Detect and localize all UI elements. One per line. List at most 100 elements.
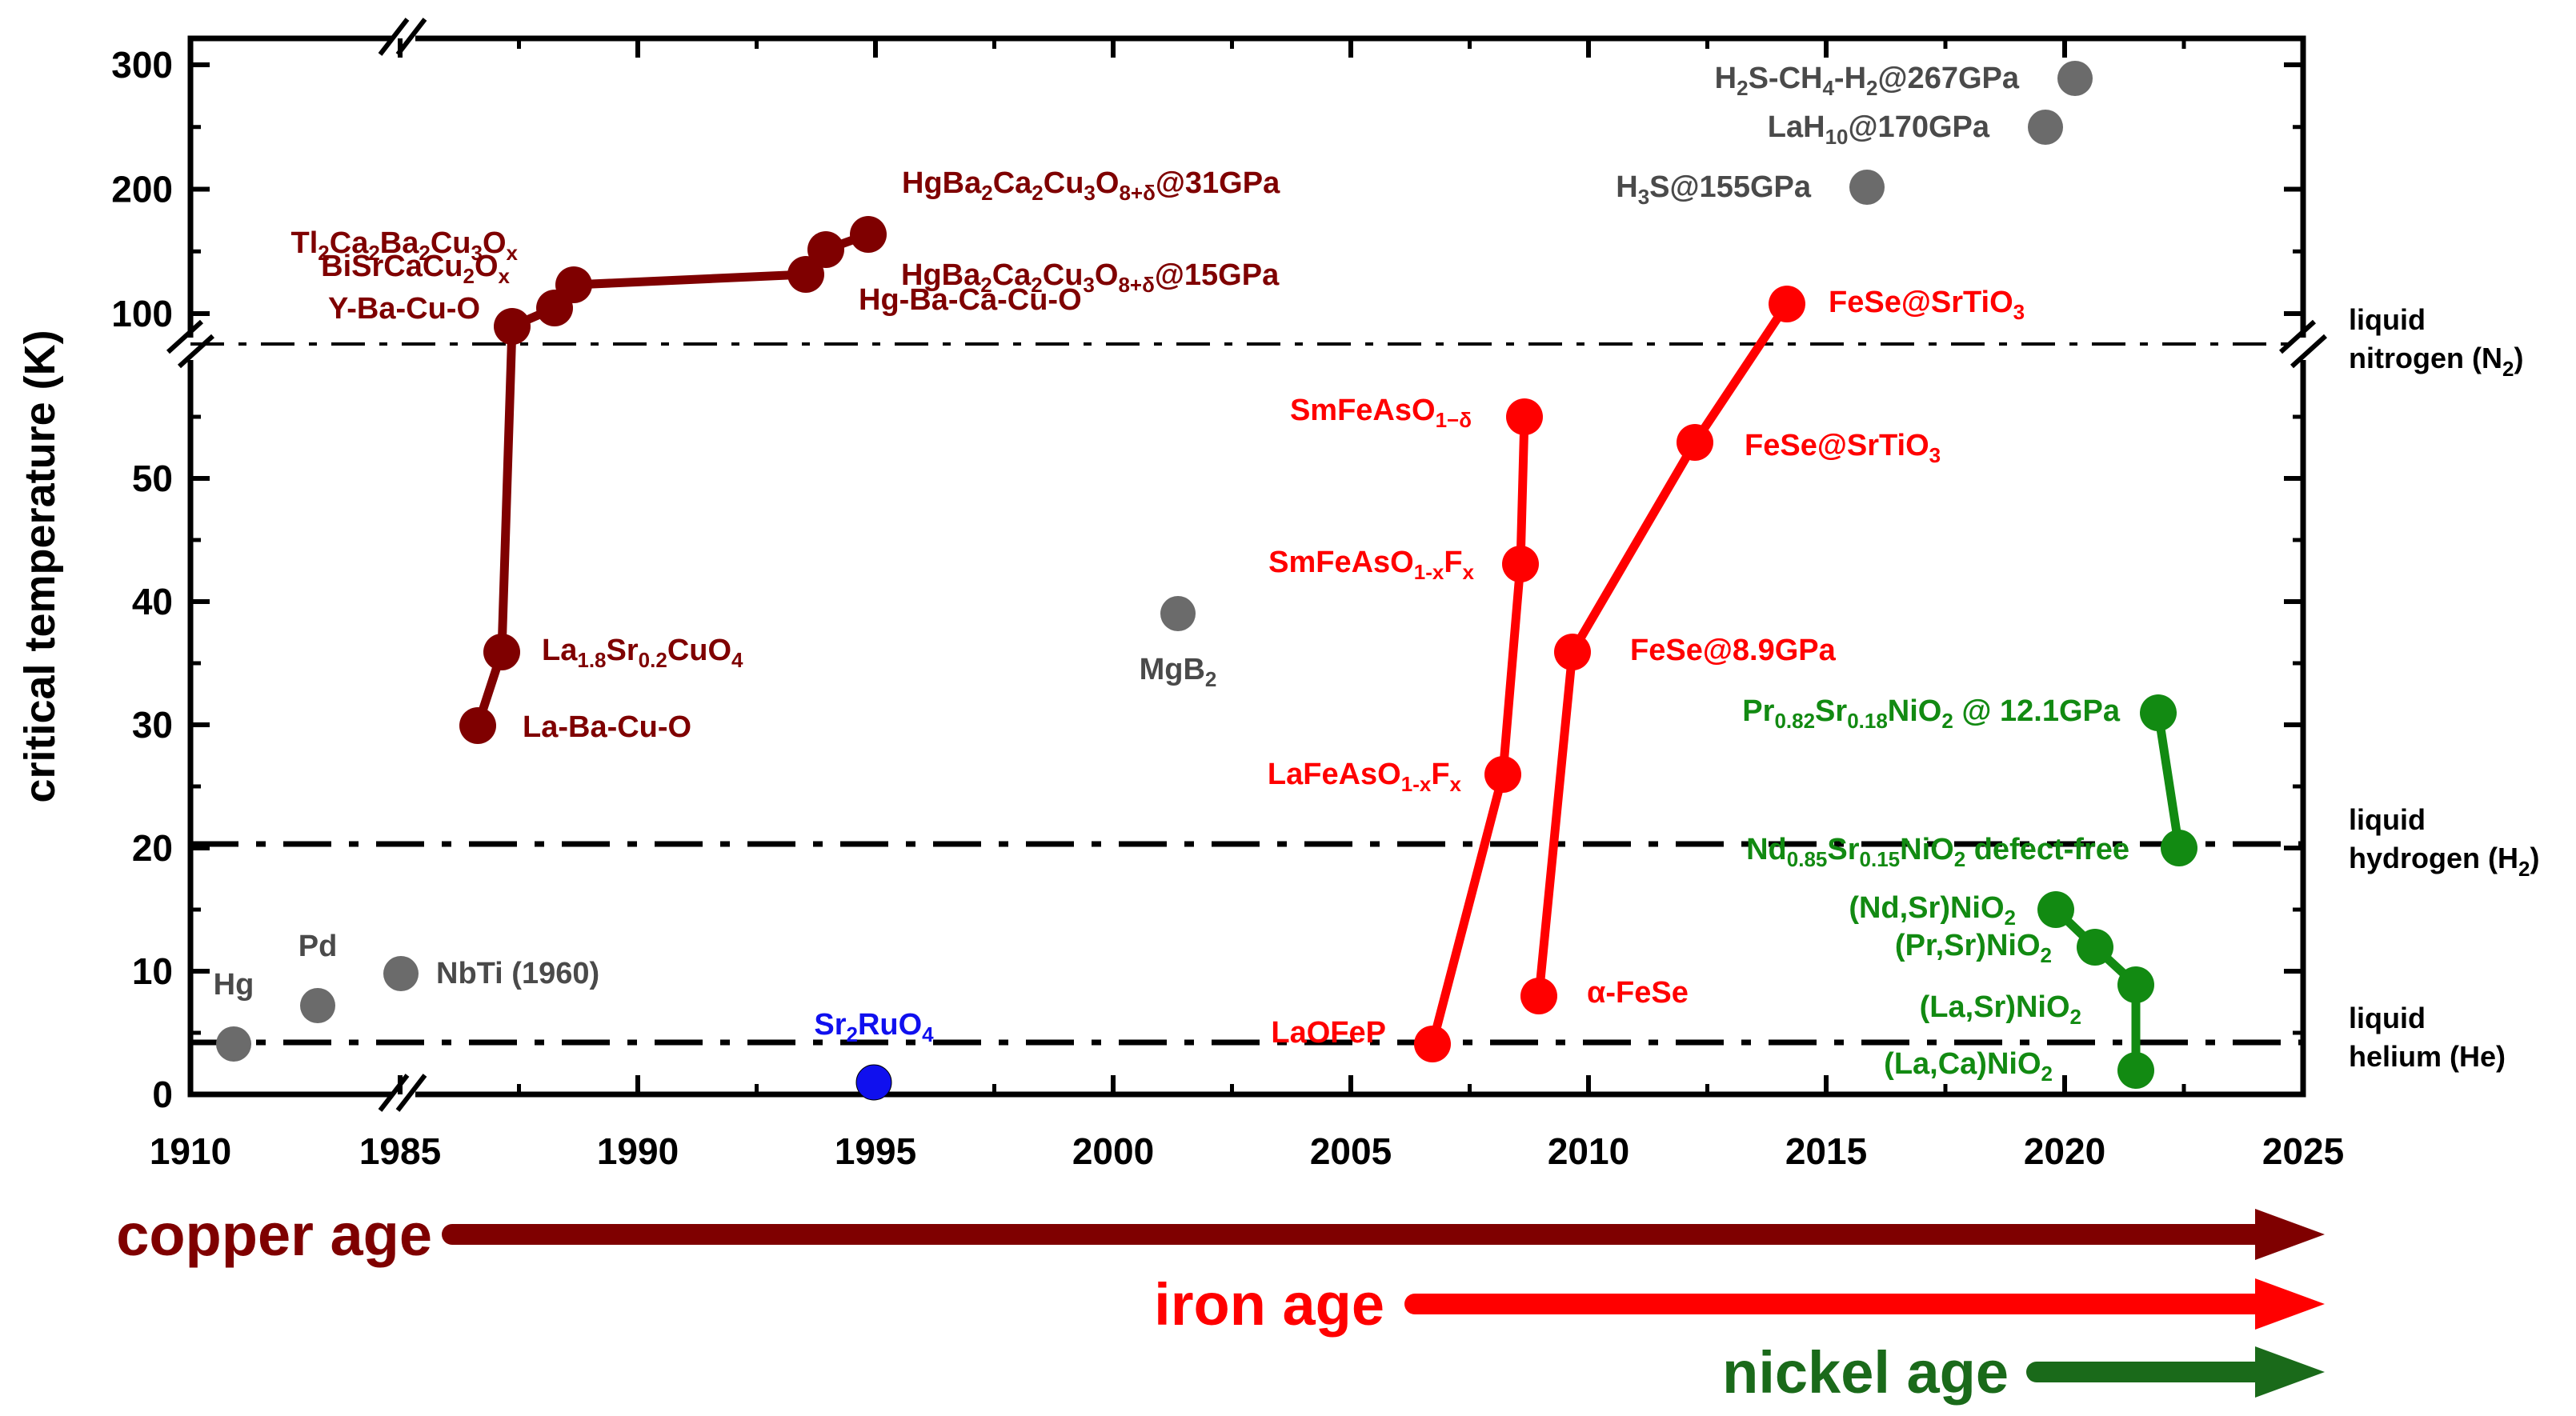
x-tick-label: 2015 [1785, 1130, 1867, 1172]
liquid-helium-label: liquid [2349, 1002, 2426, 1034]
y-tick-label: 30 [132, 704, 173, 746]
label-part: @170GPa [1849, 110, 1990, 144]
conventional-point [300, 988, 335, 1023]
label-subscript: 2 [1031, 273, 1042, 297]
label-part: H [1715, 62, 1737, 95]
y-tick-label: 40 [132, 581, 173, 622]
label-part: S-CH [1749, 62, 1823, 95]
nickelates-pressure-point [2161, 830, 2197, 866]
SmFeAsO-label: SmFeAsO1−δ [1290, 394, 1472, 432]
FeSe-point [1520, 978, 1557, 1014]
label-part: ) [2514, 342, 2523, 374]
label-part: HgBa [901, 258, 981, 292]
conventional-point [2028, 110, 2063, 145]
nickelates-pressure-line [2153, 712, 2184, 849]
label-subscript: 3 [1084, 181, 1095, 205]
label-subscript: 2 [2518, 857, 2530, 881]
label-part: O [483, 226, 507, 260]
label-part: FeSe@SrTiO [1829, 286, 2013, 319]
y-tick-label: 20 [132, 827, 173, 869]
label-part: Hg-Ba-Ca-Cu-O [859, 283, 1082, 317]
label-subscript: 0.18 [1847, 709, 1888, 733]
nickelates-infinite-layer-line [2053, 906, 2141, 1070]
cuprates-label: HgBa2Ca2Cu3O8+δ@31GPa [902, 166, 1280, 205]
y-tick-label: 200 [111, 169, 173, 210]
label-subscript: 4 [922, 1022, 934, 1046]
x-tick-label: 2000 [1072, 1130, 1154, 1172]
label-part: FeSe@SrTiO [1745, 429, 1929, 462]
conventional-label: Hg [214, 968, 254, 1002]
label-part: hydrogen (H [2349, 842, 2518, 874]
label-subscript: 2 [2041, 943, 2052, 967]
label-part: H [1616, 170, 1637, 204]
SmFeAsO-point [1502, 546, 1539, 582]
label-part: helium (He) [2349, 1040, 2506, 1073]
cuprates-label: BiSrCaCu2Ox [321, 250, 510, 288]
label-part: Y-Ba-Cu-O [328, 292, 480, 326]
conventional-label: MgB2 [1140, 653, 1217, 691]
label-part: @15GPa [1155, 258, 1280, 292]
x-tick-label: 2020 [2024, 1130, 2105, 1172]
conventional-point [1160, 596, 1196, 631]
label-subscript: x [499, 264, 511, 288]
FeSe-label: α-FeSe [1587, 976, 1689, 1010]
conventional-point [2057, 61, 2093, 96]
label-part: LaH [1768, 110, 1825, 144]
nickel-age-arrow-head [2255, 1346, 2325, 1398]
conventional-label: Pd [298, 930, 338, 963]
cuprates-label: HgBa2Ca2Cu3O8+δ@15GPa [901, 258, 1280, 297]
conventional-label: H3S@155GPa [1616, 170, 1812, 209]
label-part: O [1096, 166, 1120, 200]
y-tick-label: 300 [111, 44, 173, 86]
FeSe-point [1554, 634, 1591, 670]
nickel-age-label: nickel age [1722, 1339, 2009, 1406]
label-part: α-FeSe [1587, 976, 1689, 1010]
y-tick-label: 100 [111, 293, 173, 334]
liquid-helium-label: helium (He) [2349, 1040, 2506, 1073]
liquid-hydrogen-label: liquid [2349, 803, 2426, 836]
label-part: HgBa [902, 166, 982, 200]
x-tick-label: 1990 [597, 1130, 679, 1172]
label-subscript: 8+δ [1119, 181, 1155, 205]
label-subscript: 3 [1638, 185, 1649, 209]
label-part: Pd [298, 930, 338, 963]
nickelates-pressure-label: Pr0.82Sr0.18NiO2 @ 12.1GPa [1742, 694, 2121, 733]
iron-age-arrow-head [2255, 1278, 2325, 1330]
label-part: SmFeAsO [1290, 394, 1436, 427]
label-part: Sr [814, 1008, 846, 1042]
label-subscript: 0.82 [1774, 709, 1815, 733]
label-subscript: 1−δ [1436, 408, 1472, 432]
cuprates-label: La-Ba-Cu-O [523, 710, 691, 744]
SmFeAsO-point [1484, 756, 1521, 793]
label-part: S@155GPa [1649, 170, 1812, 204]
iron-age-label: iron age [1154, 1271, 1384, 1338]
label-part: nitrogen (N [2349, 342, 2502, 374]
label-part: LaOFeP [1271, 1016, 1386, 1050]
SmFeAsO-label: LaOFeP [1271, 1016, 1386, 1050]
axis-break-slash [177, 334, 215, 369]
x-tick-label: 2010 [1548, 1130, 1629, 1172]
label-part: RuO [858, 1008, 922, 1042]
label-part: NiO [1900, 833, 1954, 866]
label-part: @31GPa [1156, 166, 1280, 200]
x-tick-label: 2025 [2262, 1130, 2344, 1172]
nickelates-infinite-layer-label: (La,Sr)NiO2 [1920, 990, 2081, 1029]
label-subscript: 8+δ [1118, 273, 1154, 297]
label-part: NiO [1888, 694, 1942, 728]
label-subscript: 1.8 [577, 648, 606, 672]
label-part: O [1095, 258, 1119, 292]
cuprates-point [555, 266, 592, 303]
label-subscript: 2 [1032, 181, 1043, 205]
x-tick-label: 1995 [835, 1130, 916, 1172]
cuprates-point [494, 308, 531, 345]
label-subscript: 2 [1954, 847, 1965, 871]
axis-break-slash [395, 1074, 427, 1112]
label-part: Ca [330, 226, 369, 260]
ruthenate-label: Sr2RuO4 [814, 1008, 934, 1046]
conventional-label: H2S-CH4-H2@267GPa [1715, 62, 2020, 100]
label-part: Cu [1043, 258, 1084, 292]
nickelates-infinite-layer-point [2037, 891, 2074, 928]
label-subscript: 2 [1941, 709, 1953, 733]
x-tick-label: 1985 [359, 1130, 441, 1172]
